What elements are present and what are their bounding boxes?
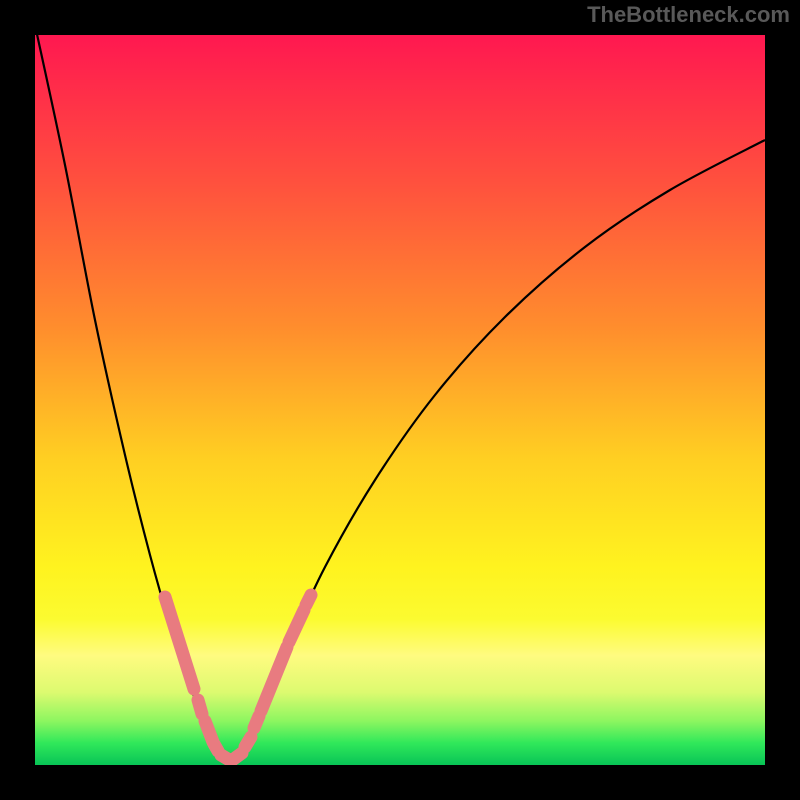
watermark-text: TheBottleneck.com (587, 2, 790, 28)
bottleneck-chart (0, 0, 800, 800)
chart-container: TheBottleneck.com (0, 0, 800, 800)
highlight-segment (245, 737, 251, 747)
highlight-segment (198, 700, 202, 714)
highlight-segment (254, 716, 259, 728)
highlight-segment (231, 753, 242, 761)
plot-background (35, 35, 765, 765)
highlight-segment (306, 595, 311, 605)
